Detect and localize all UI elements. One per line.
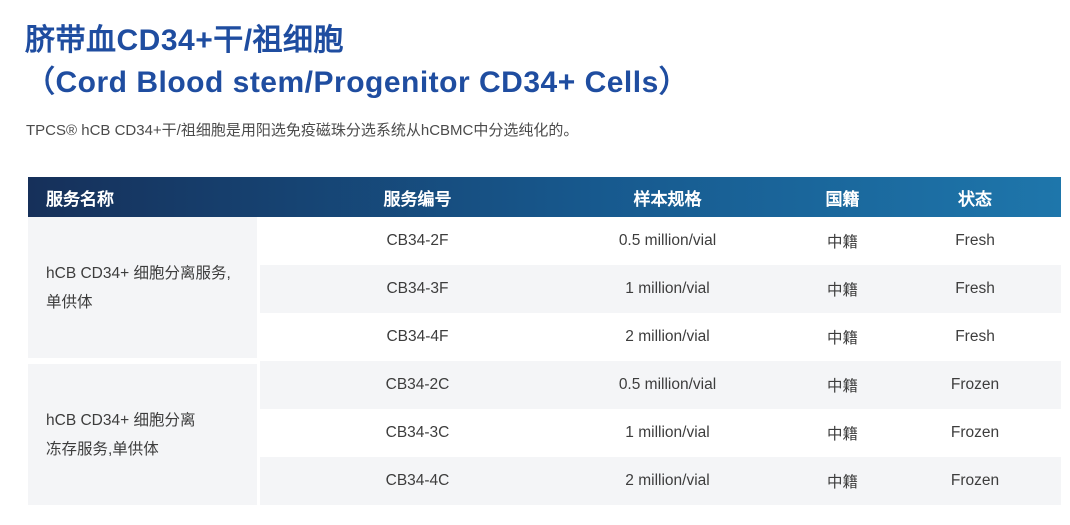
header-sample-spec: 样本规格 <box>633 189 702 209</box>
service-name-line: 单供体 <box>46 293 93 311</box>
table-row: CB34-2C 0.5 million/vial 中籍 Frozen <box>260 361 1061 409</box>
cell-sample-spec: 0.5 million/vial <box>618 376 717 393</box>
cell-nationality: 中籍 <box>826 426 858 443</box>
cell-status: Fresh <box>955 328 995 345</box>
cell-nationality: 中籍 <box>826 474 858 491</box>
cell-sample-spec: 1 million/vial <box>625 424 710 441</box>
table-row: CB34-4C 2 million/vial 中籍 Frozen <box>260 457 1061 505</box>
table-row: CB34-2F 0.5 million/vial 中籍 Fresh <box>260 217 1061 265</box>
service-group: hCB CD34+ 细胞分离 冻存服务,单供体 CB34-2C 0.5 million… <box>28 361 1061 505</box>
service-name-cell: hCB CD34+ 细胞分离 冻存服务,单供体 <box>28 364 257 505</box>
cell-sample-spec: 1 million/vial <box>625 280 710 297</box>
group-rows: CB34-2F 0.5 million/vial 中籍 Fresh CB34-3F 1 m… <box>260 217 1061 361</box>
cell-status: Frozen <box>950 376 1000 393</box>
cell-status: Frozen <box>950 472 1000 489</box>
service-name-line: hCB CD34+ 细胞分离服务, <box>46 264 231 282</box>
table-row: CB34-4F 2 million/vial 中籍 Fresh <box>260 313 1061 361</box>
cell-nationality: 中籍 <box>826 282 858 299</box>
cell-service-code: CB34-3F <box>386 280 449 297</box>
header-status: 状态 <box>958 189 992 209</box>
table-row: CB34-3C 1 million/vial 中籍 Frozen <box>260 409 1061 457</box>
service-name-cell: hCB CD34+ 细胞分离服务, 单供体 <box>28 217 257 358</box>
service-group: hCB CD34+ 细胞分离服务, 单供体 CB34-2F 0.5 million/v… <box>28 217 1061 361</box>
table-header-row: 服务名称 服务编号 样本规格 国籍 状态 <box>28 177 1061 217</box>
page-subtitle: TPCS® hCB CD34+干/祖细胞是用阳选免疫磁珠分选系统从hCBMC中分… <box>26 122 579 139</box>
table-body: hCB CD34+ 细胞分离服务, 单供体 CB34-2F 0.5 million/v… <box>28 217 1061 505</box>
cell-service-code: CB34-3C <box>385 424 450 441</box>
cell-service-code: CB34-4F <box>386 328 449 345</box>
services-table: 服务名称 服务编号 样本规格 国籍 状态 hCB CD34+ 细胞分离服务, 单供… <box>28 177 1061 505</box>
service-name-line: hCB CD34+ 细胞分离 <box>46 411 196 429</box>
table-row: CB34-3F 1 million/vial 中籍 Fresh <box>260 265 1061 313</box>
page-title-en: （Cord Blood stem/Progenitor CD34+ Cells） <box>25 66 690 99</box>
group-rows: CB34-2C 0.5 million/vial 中籍 Frozen CB34-3C 1 … <box>260 361 1061 505</box>
header-nationality: 国籍 <box>825 189 860 209</box>
service-name-line: 冻存服务,单供体 <box>46 440 159 458</box>
cell-status: Frozen <box>950 424 1000 441</box>
cell-nationality: 中籍 <box>826 378 858 395</box>
page-title: 脐带血CD34+干/祖细胞 （Cord Blood stem/Progenito… <box>25 20 1070 104</box>
page: 脐带血CD34+干/祖细胞 （Cord Blood stem/Progenito… <box>25 20 1070 505</box>
cell-service-code: CB34-2F <box>386 232 449 249</box>
cell-service-code: CB34-2C <box>385 376 450 393</box>
service-name-column: hCB CD34+ 细胞分离服务, 单供体 <box>28 217 257 361</box>
cell-sample-spec: 2 million/vial <box>625 328 710 345</box>
cell-sample-spec: 2 million/vial <box>625 472 710 489</box>
page-title-zh: 脐带血CD34+干/祖细胞 <box>25 24 345 57</box>
cell-nationality: 中籍 <box>826 330 858 347</box>
header-service-name: 服务名称 <box>46 189 114 209</box>
service-name-column: hCB CD34+ 细胞分离 冻存服务,单供体 <box>28 361 257 505</box>
cell-status: Fresh <box>955 280 995 297</box>
cell-status: Fresh <box>955 232 995 249</box>
header-service-code: 服务编号 <box>383 189 452 209</box>
cell-service-code: CB34-4C <box>385 472 450 489</box>
cell-nationality: 中籍 <box>826 234 858 251</box>
cell-sample-spec: 0.5 million/vial <box>618 232 717 249</box>
